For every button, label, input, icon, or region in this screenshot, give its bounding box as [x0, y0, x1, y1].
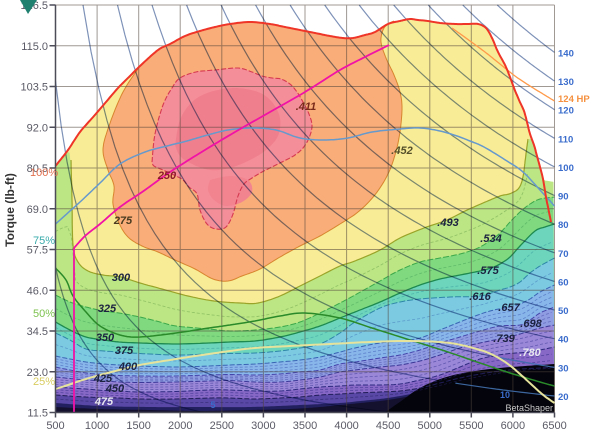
svg-text:1500: 1500: [126, 420, 150, 432]
svg-text:20: 20: [558, 392, 569, 403]
svg-text:46.0: 46.0: [27, 285, 48, 297]
svg-text:10: 10: [500, 390, 510, 400]
svg-text:.616: .616: [469, 291, 491, 303]
svg-text:75%: 75%: [33, 235, 55, 247]
svg-text:.534: .534: [480, 233, 501, 245]
svg-text:475: 475: [94, 396, 114, 408]
svg-text:2000: 2000: [168, 420, 192, 432]
svg-text:124 HP: 124 HP: [558, 94, 590, 105]
svg-text:.493: .493: [437, 217, 458, 229]
svg-text:.452: .452: [391, 145, 412, 157]
svg-text:325: 325: [98, 303, 117, 315]
svg-text:BetaShaper: BetaShaper: [505, 403, 553, 413]
svg-text:25%: 25%: [33, 376, 55, 388]
svg-text:4000: 4000: [334, 420, 358, 432]
svg-text:.698: .698: [520, 318, 542, 330]
svg-text:30: 30: [558, 363, 569, 374]
svg-text:375: 375: [115, 345, 134, 357]
svg-text:80: 80: [558, 220, 569, 231]
svg-text:4500: 4500: [376, 420, 400, 432]
svg-text:.739: .739: [493, 333, 515, 345]
svg-text:60: 60: [558, 277, 569, 288]
svg-text:6500: 6500: [542, 420, 566, 432]
svg-text:34.5: 34.5: [27, 326, 48, 338]
svg-text:.575: .575: [477, 265, 499, 277]
svg-text:1000: 1000: [85, 420, 109, 432]
svg-text:5000: 5000: [418, 420, 442, 432]
svg-text:130: 130: [558, 77, 574, 88]
svg-text:500: 500: [46, 420, 64, 432]
svg-text:100: 100: [558, 163, 574, 174]
svg-text:11.5: 11.5: [27, 408, 48, 420]
svg-text:425: 425: [93, 373, 113, 385]
svg-text:400: 400: [118, 361, 138, 373]
svg-text:90: 90: [558, 192, 569, 203]
svg-text:6000: 6000: [501, 420, 525, 432]
svg-text:92.0: 92.0: [27, 122, 48, 134]
svg-text:100%: 100%: [30, 167, 58, 179]
svg-text:300: 300: [112, 272, 131, 284]
svg-text:350: 350: [96, 332, 115, 344]
svg-text:70: 70: [558, 249, 569, 260]
svg-text:69.0: 69.0: [27, 204, 48, 216]
svg-text:.411: .411: [296, 101, 317, 113]
svg-text:103.5: 103.5: [20, 82, 48, 94]
svg-text:140: 140: [558, 48, 574, 59]
svg-text:2500: 2500: [210, 420, 234, 432]
svg-text:120: 120: [558, 106, 574, 117]
svg-text:50%: 50%: [33, 308, 55, 320]
svg-text:110: 110: [558, 134, 573, 145]
svg-text:5: 5: [210, 400, 215, 410]
svg-text:3500: 3500: [293, 420, 317, 432]
svg-text:Torque (lb-ft): Torque (lb-ft): [3, 173, 17, 247]
svg-text:57.5: 57.5: [27, 245, 48, 257]
svg-text:50: 50: [558, 306, 569, 317]
svg-text:3000: 3000: [251, 420, 275, 432]
svg-text:250: 250: [157, 170, 177, 182]
svg-text:5500: 5500: [459, 420, 483, 432]
svg-text:40: 40: [558, 335, 569, 346]
svg-text:.657: .657: [498, 302, 520, 314]
svg-text:275: 275: [113, 215, 133, 227]
svg-text:80.5: 80.5: [27, 163, 48, 175]
svg-text:115.0: 115.0: [21, 41, 48, 53]
svg-text:23.0: 23.0: [27, 367, 48, 379]
svg-text:450: 450: [105, 383, 125, 395]
svg-text:.780: .780: [519, 347, 541, 359]
